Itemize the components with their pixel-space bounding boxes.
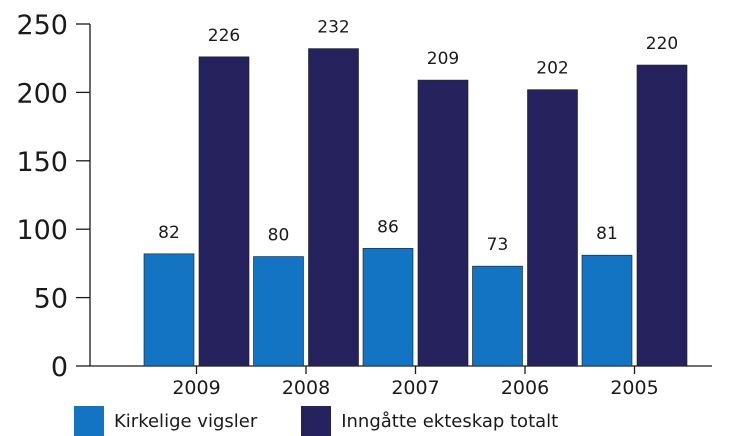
legend-label-inngatte-ekteskap-totalt: Inngåtte ekteskap totalt <box>341 410 559 432</box>
bar-inngatte-ekteskap-totalt-2009 <box>198 56 250 367</box>
y-tick-label: 200 <box>16 78 68 109</box>
bar-kirkelige-vigsler-2008 <box>253 256 304 367</box>
data-label-kirkelige-vigsler-2006: 73 <box>487 235 509 255</box>
data-label-inngatte-ekteskap-totalt-2007: 209 <box>427 49 459 69</box>
x-axis: 2009 2008 2007 2006 2005 <box>90 365 712 399</box>
data-label-kirkelige-vigsler-2009: 82 <box>158 223 180 243</box>
legend-item-inngatte-ekteskap-totalt: Inngåtte ekteskap totalt <box>301 406 558 436</box>
bar-inngatte-ekteskap-totalt-2007 <box>417 79 469 367</box>
x-tick-label-2007: 2007 <box>391 377 439 399</box>
y-tick-label: 100 <box>16 215 68 246</box>
bar-chart: 0 50 100 150 200 250 2009 2008 2007 2006 2005 82 2… <box>16 10 712 399</box>
bar-inngatte-ekteskap-totalt-2005 <box>636 64 688 367</box>
data-label-inngatte-ekteskap-totalt-2008: 232 <box>317 18 349 38</box>
x-tick-label-2008: 2008 <box>282 377 330 399</box>
x-tick-label-2005: 2005 <box>610 377 658 399</box>
bar-inngatte-ekteskap-totalt-2006 <box>527 89 578 367</box>
legend-item-kirkelige-vigsler: Kirkelige vigsler <box>74 406 257 436</box>
data-label-inngatte-ekteskap-totalt-2009: 226 <box>208 26 240 46</box>
y-tick-label: 0 <box>51 352 68 383</box>
legend: Kirkelige vigsler Inngåtte ekteskap tota… <box>74 406 602 436</box>
data-label-kirkelige-vigsler-2008: 80 <box>268 226 290 246</box>
legend-swatch-inngatte-ekteskap-totalt <box>301 406 332 436</box>
y-axis: 0 50 100 150 200 250 <box>16 10 91 383</box>
bars <box>143 48 688 367</box>
data-labels: 82 226 80 232 86 209 73 202 81 220 <box>158 18 678 256</box>
bar-inngatte-ekteskap-totalt-2008 <box>308 48 359 367</box>
data-label-kirkelige-vigsler-2005: 81 <box>596 224 618 244</box>
data-label-inngatte-ekteskap-totalt-2006: 202 <box>536 59 568 79</box>
legend-label-kirkelige-vigsler: Kirkelige vigsler <box>114 410 258 432</box>
bar-kirkelige-vigsler-2005 <box>581 254 633 367</box>
x-tick-label-2009: 2009 <box>172 377 220 399</box>
y-tick-label: 50 <box>34 284 68 315</box>
y-tick-label: 250 <box>16 10 68 41</box>
x-tick-label-2006: 2006 <box>501 377 549 399</box>
y-tick-label: 150 <box>16 147 68 178</box>
data-label-inngatte-ekteskap-totalt-2005: 220 <box>646 34 678 54</box>
bar-kirkelige-vigsler-2006 <box>472 265 523 367</box>
data-label-kirkelige-vigsler-2007: 86 <box>377 217 399 237</box>
bar-kirkelige-vigsler-2007 <box>362 248 414 367</box>
legend-swatch-kirkelige-vigsler <box>74 406 104 436</box>
bar-kirkelige-vigsler-2009 <box>143 253 195 367</box>
